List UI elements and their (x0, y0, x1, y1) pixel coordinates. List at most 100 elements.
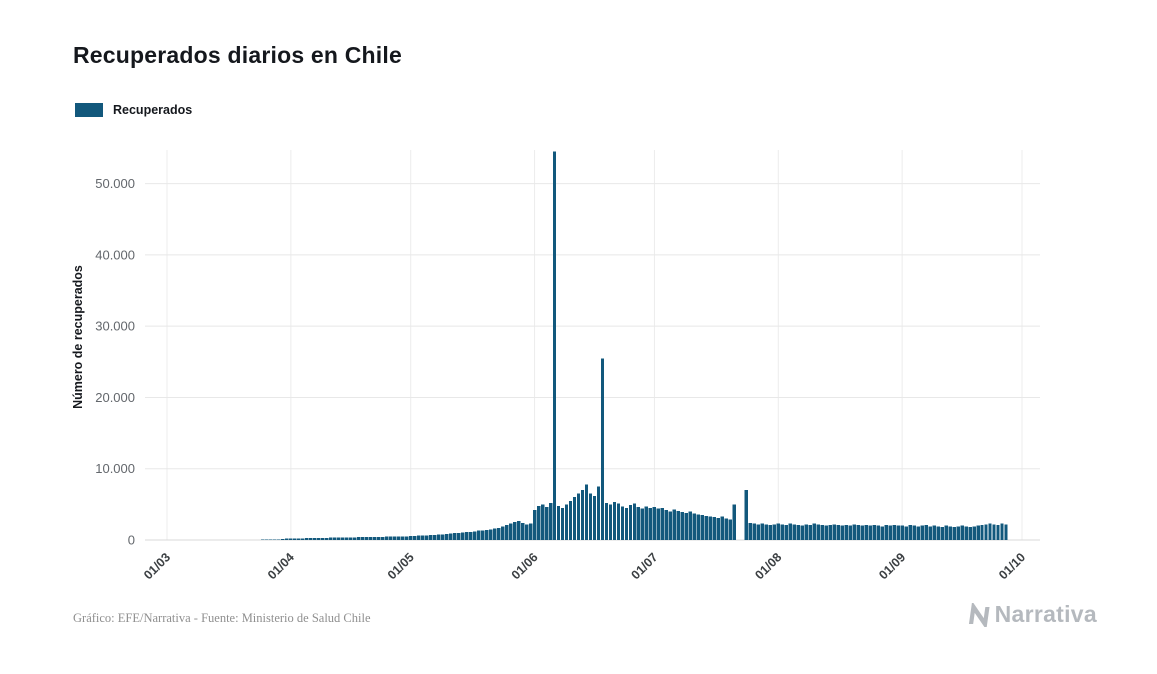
recuperados-bar (377, 536, 381, 540)
recuperados-bar (277, 539, 281, 540)
recuperados-bar (692, 513, 697, 540)
x-tick-label: 01/08 (752, 550, 784, 582)
recuperados-bar (464, 532, 469, 540)
recuperados-bar (508, 523, 513, 540)
recuperados-bar (844, 525, 848, 540)
recuperados-bar (373, 536, 377, 540)
y-tick-label: 40.000 (95, 247, 135, 262)
recuperados-bar (856, 525, 860, 540)
recuperados-bar (616, 503, 621, 540)
recuperados-bar (712, 517, 717, 540)
recuperados-bar (788, 523, 792, 540)
recuperados-bar (832, 524, 836, 540)
recuperados-bar (484, 530, 489, 540)
recuperados-bar (381, 536, 385, 540)
recuperados-bar (964, 526, 968, 540)
recuperados-bar (624, 507, 629, 540)
recuperados-bar (900, 525, 904, 540)
recuperados-bar (428, 535, 433, 540)
recuperados-bar (520, 522, 525, 540)
recuperados-bar (688, 511, 693, 540)
x-tick-label: 01/07 (629, 550, 661, 582)
recuperados-bar (580, 490, 585, 540)
recuperados-bar (365, 537, 369, 540)
narrativa-wordmark: Narrativa (994, 601, 1097, 627)
recuperados-bar (516, 520, 521, 540)
narrativa-icon (968, 602, 990, 627)
recuperados-bar (972, 526, 976, 540)
x-tick-label: 01/10 (996, 550, 1028, 582)
recuperados-bar (424, 535, 429, 540)
recuperados-bar (708, 516, 713, 540)
recuperados-bar (768, 525, 772, 540)
x-tick-label: 01/06 (509, 550, 541, 582)
recuperados-bar (676, 510, 681, 540)
recuperados-bar (640, 508, 645, 540)
recuperados-bar (840, 525, 844, 540)
recuperados-bar (656, 508, 661, 540)
recuperados-bar (800, 525, 804, 540)
recuperados-bar (724, 518, 729, 540)
recuperados-bar (496, 527, 501, 540)
recuperados-bar (620, 506, 625, 540)
recuperados-bar (864, 525, 868, 540)
recuperados-bar (868, 525, 872, 540)
recuperados-bar (440, 534, 445, 540)
recuperados-bar (393, 536, 397, 540)
recuperados-bar (764, 524, 768, 540)
recuperados-bar (460, 532, 465, 540)
recuperados-bar (984, 524, 988, 540)
recuperados-bar (892, 525, 896, 540)
recuperados-bar (852, 524, 856, 540)
recuperados-bar (908, 525, 912, 540)
recuperados-bar (524, 524, 529, 540)
recuperados-bar (488, 529, 493, 540)
recuperados-bar (389, 536, 393, 540)
recuperados-bar (848, 525, 852, 540)
recuperados-bar (556, 505, 561, 540)
recuperados-bar (436, 534, 441, 540)
recuperados-bar (652, 507, 657, 540)
recuperados-bar (345, 537, 349, 540)
recuperados-bar (397, 536, 401, 540)
recuperados-bar (409, 536, 413, 540)
recuperados-bar (405, 536, 409, 540)
recuperados-bar (876, 525, 880, 540)
recuperados-bar (888, 525, 892, 540)
recuperados-bar (944, 525, 948, 540)
legend-label: Recuperados (113, 103, 193, 117)
recuperados-bar (948, 526, 952, 540)
recuperados-bar (696, 514, 701, 540)
recuperados-bar (804, 524, 808, 540)
recuperados-bar (936, 526, 940, 540)
recuperados-bar (920, 525, 924, 540)
y-tick-label: 30.000 (95, 319, 135, 334)
recuperados-bar (968, 527, 972, 540)
recuperados-bar (313, 538, 317, 540)
recuperados-bar (596, 486, 601, 540)
recuperados-bar (816, 524, 820, 540)
recuperados-bar (337, 537, 341, 540)
recuperados-bar (540, 504, 545, 540)
recuperados-bar (568, 500, 573, 540)
recuperados-bar (644, 506, 649, 540)
recuperados-bar (940, 527, 944, 540)
recuperados-bar (361, 537, 365, 540)
recuperados-bar (792, 524, 796, 540)
recuperados-bar (413, 535, 417, 540)
recuperados-bar (480, 530, 485, 540)
recuperados-bar (796, 525, 800, 540)
recuperados-bar (828, 525, 832, 540)
recuperados-bar (584, 484, 589, 540)
recuperados-bar (536, 505, 541, 540)
recuperados-bar (748, 522, 753, 540)
recuperados-bar (860, 525, 864, 540)
recuperados-bar (588, 493, 593, 540)
recuperados-bar (648, 507, 653, 540)
recuperados-bar (988, 523, 992, 540)
recuperados-bar (752, 523, 757, 540)
recuperados-bar (960, 525, 964, 540)
recuperados-bar (317, 537, 321, 540)
recuperados-bar (472, 531, 477, 540)
recuperados-bar (880, 526, 884, 540)
